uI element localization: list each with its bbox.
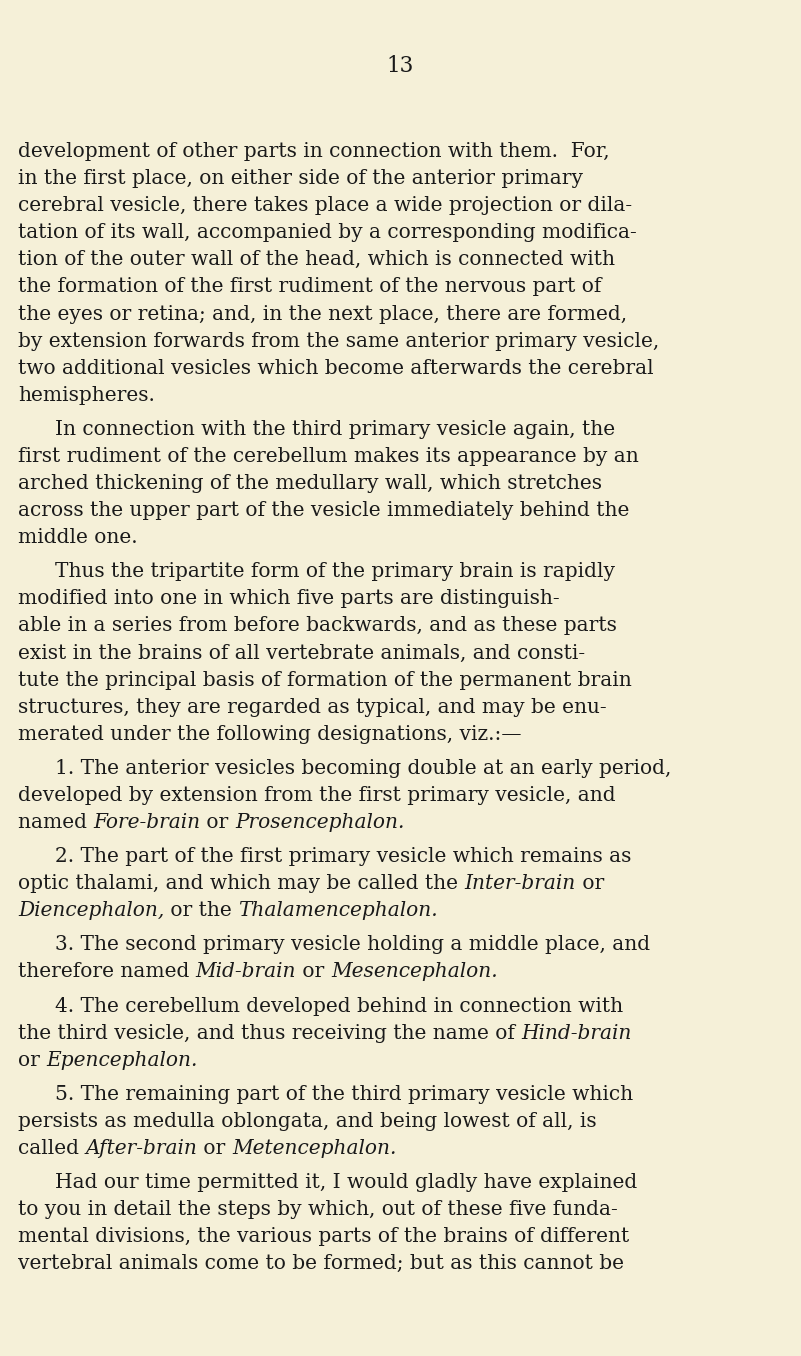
Text: or: or [296, 963, 331, 982]
Text: in the first place, on either side of the anterior primary: in the first place, on either side of th… [18, 170, 583, 188]
Text: named: named [18, 814, 94, 833]
Text: Thus the tripartite form of the primary brain is rapidly: Thus the tripartite form of the primary … [55, 563, 615, 582]
Text: development of other parts in connection with them.  For,: development of other parts in connection… [18, 142, 610, 161]
Text: persists as medulla oblongata, and being lowest of all, is: persists as medulla oblongata, and being… [18, 1112, 597, 1131]
Text: 2. The part of the first primary vesicle which remains as: 2. The part of the first primary vesicle… [55, 848, 631, 866]
Text: Mesencephalon.: Mesencephalon. [331, 963, 497, 982]
Text: or: or [200, 814, 235, 833]
Text: the eyes or retina; and, in the next place, there are formed,: the eyes or retina; and, in the next pla… [18, 305, 627, 324]
Text: 13: 13 [387, 56, 414, 77]
Text: Inter-brain: Inter-brain [465, 875, 576, 894]
Text: able in a series from before backwards, and as these parts: able in a series from before backwards, … [18, 617, 617, 636]
Text: or: or [18, 1051, 46, 1070]
Text: or: or [197, 1139, 231, 1158]
Text: modified into one in which five parts are distinguish-: modified into one in which five parts ar… [18, 590, 560, 609]
Text: developed by extension from the first primary vesicle, and: developed by extension from the first pr… [18, 786, 616, 805]
Text: first rudiment of the cerebellum makes its appearance by an: first rudiment of the cerebellum makes i… [18, 447, 638, 466]
Text: middle one.: middle one. [18, 529, 138, 548]
Text: cerebral vesicle, there takes place a wide projection or dila-: cerebral vesicle, there takes place a wi… [18, 197, 632, 216]
Text: called: called [18, 1139, 86, 1158]
Text: or the: or the [164, 902, 239, 921]
Text: tion of the outer wall of the head, which is connected with: tion of the outer wall of the head, whic… [18, 251, 615, 270]
Text: Prosencephalon.: Prosencephalon. [235, 814, 405, 833]
Text: mental divisions, the various parts of the brains of different: mental divisions, the various parts of t… [18, 1227, 630, 1246]
Text: 5. The remaining part of the third primary vesicle which: 5. The remaining part of the third prima… [55, 1085, 633, 1104]
Text: After-brain: After-brain [86, 1139, 197, 1158]
Text: tute the principal basis of formation of the permanent brain: tute the principal basis of formation of… [18, 671, 632, 690]
Text: 1. The anterior vesicles becoming double at an early period,: 1. The anterior vesicles becoming double… [55, 759, 671, 778]
Text: Mid-brain: Mid-brain [195, 963, 296, 982]
Text: therefore named: therefore named [18, 963, 195, 982]
Text: structures, they are regarded as typical, and may be enu-: structures, they are regarded as typical… [18, 698, 606, 717]
Text: the formation of the first rudiment of the nervous part of: the formation of the first rudiment of t… [18, 278, 602, 297]
Text: hemispheres.: hemispheres. [18, 385, 155, 404]
Text: Epencephalon.: Epencephalon. [46, 1051, 198, 1070]
Text: merated under the following designations, viz.:—: merated under the following designations… [18, 724, 521, 743]
Text: by extension forwards from the same anterior primary vesicle,: by extension forwards from the same ante… [18, 332, 659, 351]
Text: tation of its wall, accompanied by a corresponding modifica-: tation of its wall, accompanied by a cor… [18, 224, 637, 243]
Text: Diencephalon,: Diencephalon, [18, 902, 164, 921]
Text: two additional vesicles which become afterwards the cerebral: two additional vesicles which become aft… [18, 359, 654, 378]
Text: the third vesicle, and thus receiving the name of: the third vesicle, and thus receiving th… [18, 1024, 521, 1043]
Text: arched thickening of the medullary wall, which stretches: arched thickening of the medullary wall,… [18, 475, 602, 494]
Text: exist in the brains of all vertebrate animals, and consti-: exist in the brains of all vertebrate an… [18, 644, 585, 663]
Text: Had our time permitted it, I would gladly have explained: Had our time permitted it, I would gladl… [55, 1173, 638, 1192]
Text: or: or [576, 875, 604, 894]
Text: Hind-brain: Hind-brain [521, 1024, 632, 1043]
Text: vertebral animals come to be formed; but as this cannot be: vertebral animals come to be formed; but… [18, 1254, 624, 1273]
Text: 3. The second primary vesicle holding a middle place, and: 3. The second primary vesicle holding a … [55, 936, 650, 955]
Text: optic thalami, and which may be called the: optic thalami, and which may be called t… [18, 875, 465, 894]
Text: Fore-brain: Fore-brain [94, 814, 200, 833]
Text: to you in detail the steps by which, out of these five funda-: to you in detail the steps by which, out… [18, 1200, 618, 1219]
Text: Thalamencephalon.: Thalamencephalon. [239, 902, 438, 921]
Text: across the upper part of the vesicle immediately behind the: across the upper part of the vesicle imm… [18, 502, 630, 521]
Text: 4. The cerebellum developed behind in connection with: 4. The cerebellum developed behind in co… [55, 997, 623, 1016]
Text: Metencephalon.: Metencephalon. [231, 1139, 396, 1158]
Text: In connection with the third primary vesicle again, the: In connection with the third primary ves… [55, 420, 615, 439]
